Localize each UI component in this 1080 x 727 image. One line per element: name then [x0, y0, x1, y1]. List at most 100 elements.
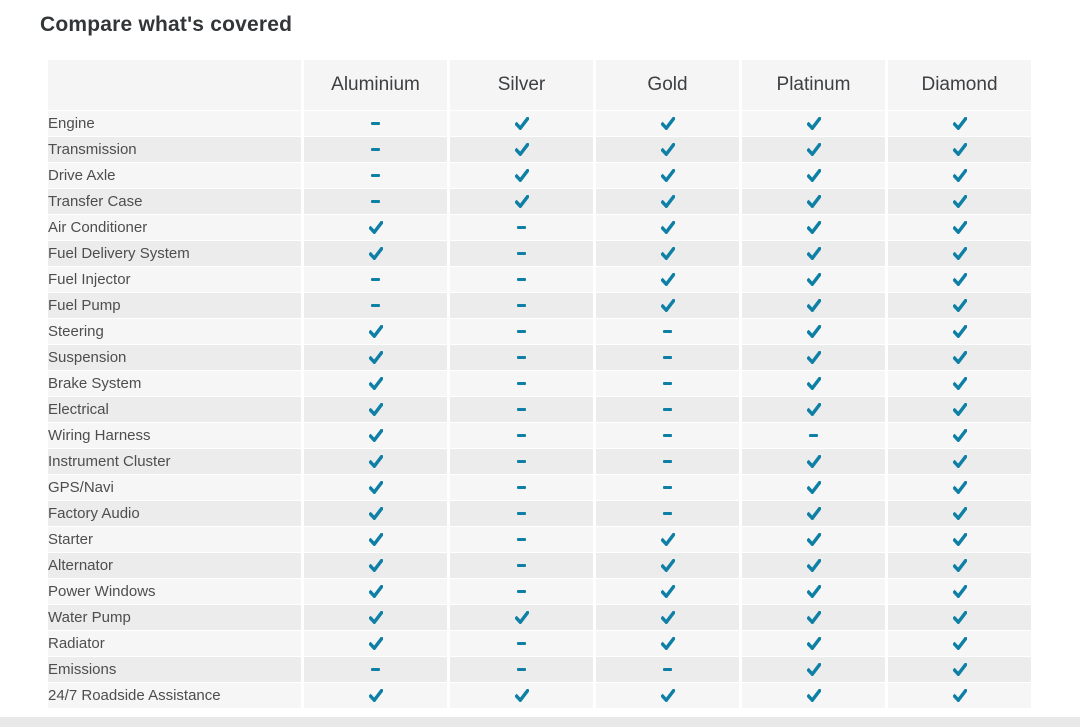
covered-cell	[888, 449, 1031, 474]
table-row: Emissions	[48, 657, 1031, 682]
row-label: Fuel Injector	[48, 267, 301, 292]
check-icon	[952, 688, 967, 702]
check-icon	[806, 376, 821, 390]
covered-cell	[304, 319, 447, 344]
not-covered-cell	[742, 423, 885, 448]
dash-icon	[369, 194, 383, 208]
check-icon	[660, 688, 675, 702]
dash-icon	[369, 168, 383, 182]
not-covered-cell	[450, 345, 593, 370]
covered-cell	[304, 215, 447, 240]
table-row: GPS/Navi	[48, 475, 1031, 500]
covered-cell	[742, 137, 885, 162]
check-icon	[952, 584, 967, 598]
not-covered-cell	[450, 553, 593, 578]
covered-cell	[888, 553, 1031, 578]
dash-icon	[515, 402, 529, 416]
check-icon	[368, 324, 383, 338]
plan-header-silver: Silver	[450, 60, 593, 110]
covered-cell	[888, 111, 1031, 136]
row-label: Transmission	[48, 137, 301, 162]
dash-icon	[515, 558, 529, 572]
covered-cell	[596, 215, 739, 240]
covered-cell	[450, 683, 593, 708]
table-row: Starter	[48, 527, 1031, 552]
covered-cell	[888, 137, 1031, 162]
plan-header-row: Aluminium Silver Gold Platinum Diamond	[48, 60, 1031, 110]
not-covered-cell	[450, 371, 593, 396]
check-icon	[368, 506, 383, 520]
not-covered-cell	[304, 163, 447, 188]
check-icon	[806, 168, 821, 182]
not-covered-cell	[304, 267, 447, 292]
covered-cell	[596, 605, 739, 630]
check-icon	[952, 506, 967, 520]
plan-header-platinum: Platinum	[742, 60, 885, 110]
covered-cell	[450, 111, 593, 136]
check-icon	[806, 454, 821, 468]
not-covered-cell	[304, 293, 447, 318]
table-row: Factory Audio	[48, 501, 1031, 526]
covered-cell	[888, 475, 1031, 500]
check-icon	[806, 350, 821, 364]
covered-cell	[304, 449, 447, 474]
row-label: Fuel Delivery System	[48, 241, 301, 266]
covered-cell	[742, 371, 885, 396]
covered-cell	[304, 345, 447, 370]
check-icon	[514, 688, 529, 702]
row-label: Fuel Pump	[48, 293, 301, 318]
covered-cell	[888, 163, 1031, 188]
covered-cell	[888, 605, 1031, 630]
covered-cell	[304, 527, 447, 552]
covered-cell	[450, 137, 593, 162]
covered-cell	[888, 397, 1031, 422]
covered-cell	[304, 475, 447, 500]
check-icon	[368, 428, 383, 442]
covered-cell	[742, 657, 885, 682]
dash-icon	[661, 506, 675, 520]
table-row: Transfer Case	[48, 189, 1031, 214]
not-covered-cell	[450, 215, 593, 240]
row-label: Engine	[48, 111, 301, 136]
table-row: Fuel Delivery System	[48, 241, 1031, 266]
row-label: Brake System	[48, 371, 301, 396]
dash-icon	[515, 532, 529, 546]
covered-cell	[888, 215, 1031, 240]
check-icon	[660, 194, 675, 208]
row-label: Radiator	[48, 631, 301, 656]
covered-cell	[304, 397, 447, 422]
check-icon	[952, 116, 967, 130]
row-label: Air Conditioner	[48, 215, 301, 240]
row-label: Starter	[48, 527, 301, 552]
table-row: Wiring Harness	[48, 423, 1031, 448]
covered-cell	[450, 189, 593, 214]
covered-cell	[742, 345, 885, 370]
row-label: Transfer Case	[48, 189, 301, 214]
row-label: Factory Audio	[48, 501, 301, 526]
not-covered-cell	[450, 501, 593, 526]
not-covered-cell	[450, 423, 593, 448]
table-row: Instrument Cluster	[48, 449, 1031, 474]
not-covered-cell	[596, 475, 739, 500]
dash-icon	[369, 272, 383, 286]
row-label: Power Windows	[48, 579, 301, 604]
check-icon	[806, 558, 821, 572]
covered-cell	[596, 111, 739, 136]
covered-cell	[596, 553, 739, 578]
dash-icon	[661, 428, 675, 442]
covered-cell	[742, 579, 885, 604]
dash-icon	[661, 324, 675, 338]
plan-header-diamond: Diamond	[888, 60, 1031, 110]
covered-cell	[304, 241, 447, 266]
not-covered-cell	[450, 293, 593, 318]
not-covered-cell	[450, 475, 593, 500]
not-covered-cell	[304, 657, 447, 682]
check-icon	[660, 558, 675, 572]
not-covered-cell	[596, 397, 739, 422]
covered-cell	[304, 553, 447, 578]
dash-icon	[515, 298, 529, 312]
check-icon	[952, 636, 967, 650]
row-label: Instrument Cluster	[48, 449, 301, 474]
check-icon	[952, 168, 967, 182]
